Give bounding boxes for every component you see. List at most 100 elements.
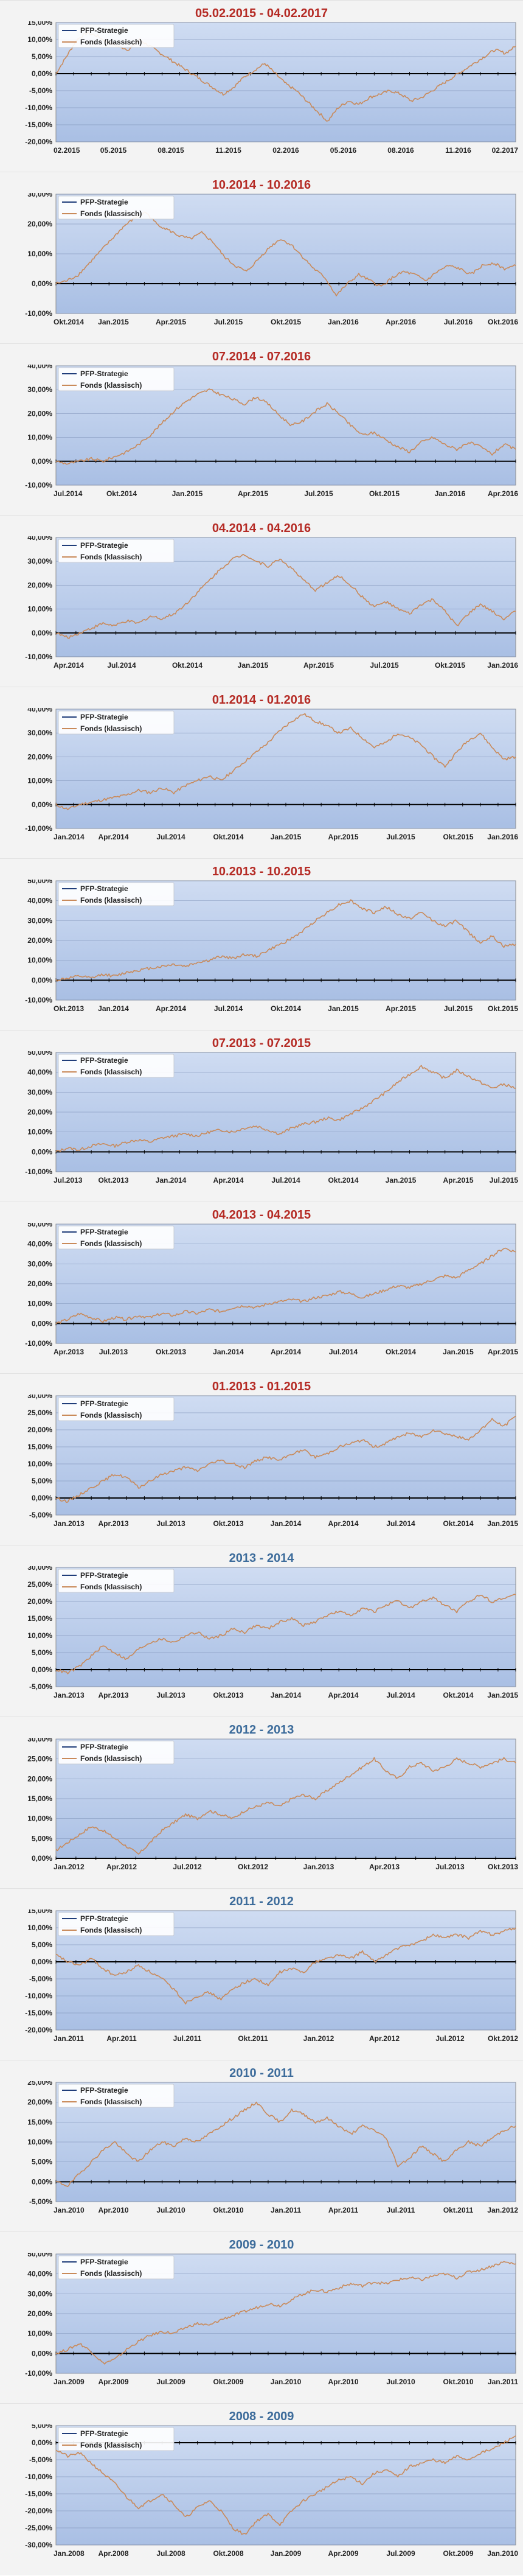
x-tick-label: Jan.2010 [271, 2378, 302, 2386]
y-tick-label: 10,00% [27, 605, 52, 614]
x-tick-label: Okt.2010 [443, 2378, 473, 2386]
chart-panel: 2009 - 2010 -10,00% 0,00% 10,00% 20,00% 30,00… [0, 2231, 523, 2404]
chart-panel: 2012 - 2013 0,00% 5,00% 10,00% 15,00% 20,00% 2… [0, 1717, 523, 1889]
y-tick-label: 50,00% [27, 2253, 52, 2258]
x-tick-label: Apr.2012 [106, 1863, 137, 1871]
x-tick-label: Jul.2013 [156, 1691, 185, 1699]
x-tick-label: Jul.2014 [54, 489, 83, 498]
x-tick-label: Jul.2015 [490, 1176, 519, 1185]
legend-label-fonds: Fonds (klassisch) [80, 1411, 142, 1419]
legend-box [58, 195, 175, 220]
chart-title: 10.2013 - 10.2015 [212, 865, 311, 878]
legend-box [58, 1225, 175, 1250]
series-line-fonds [55, 1757, 516, 1855]
legend-box [58, 1740, 175, 1765]
line-chart: -10,00% 0,00% 10,00% 20,00% 30,00% 40,00% 50,0… [25, 1051, 519, 1185]
y-tick-label: 50,00% [27, 1223, 52, 1228]
x-tick-label: Apr.2015 [238, 489, 268, 498]
y-tick-label: 10,00% [27, 1631, 52, 1640]
y-tick-label: 20,00% [27, 409, 52, 418]
y-tick-label: 40,00% [27, 2270, 52, 2278]
y-tick-label: 5,00% [32, 2424, 52, 2430]
y-tick-label: -25,00% [25, 2524, 52, 2532]
y-tick-label: 40,00% [27, 1068, 52, 1077]
y-tick-label: 20,00% [27, 1279, 52, 1288]
line-chart: -10,00% 0,00% 10,00% 20,00% 30,00% Okt.2014 Ja… [25, 193, 518, 326]
legend-box [58, 710, 175, 735]
x-tick-label: Jan.2016 [435, 489, 466, 498]
x-tick-label: Jan.2011 [54, 2034, 84, 2043]
legend-box [58, 367, 175, 391]
legend-label-pfp: PFP-Strategie [80, 369, 128, 378]
legend-box [58, 882, 175, 906]
x-tick-label: Jan.2014 [156, 1176, 187, 1185]
chart-title: 05.02.2015 - 04.02.2017 [195, 7, 328, 20]
x-tick-label: Jul.2011 [173, 2034, 202, 2043]
y-tick-label: 5,00% [32, 52, 52, 61]
chart-panel: 2013 - 2014 -5,00% 0,00% 5,00% 10,00% 15,00% 2… [0, 1545, 523, 1717]
x-tick-label: Jul.2014 [329, 1348, 358, 1356]
legend-label-fonds: Fonds (klassisch) [80, 209, 142, 218]
y-tick-label: 0,00% [32, 1319, 52, 1328]
legend-box [58, 1054, 175, 1078]
y-tick-label: 0,00% [32, 457, 52, 466]
line-chart: -10,00% 0,00% 10,00% 20,00% 30,00% 40,00% Apr.… [25, 536, 518, 670]
x-tick-label: Jan.2013 [54, 1691, 85, 1699]
series-line-fonds [55, 1415, 516, 1503]
y-tick-label: -20,00% [25, 2507, 52, 2515]
y-tick-label: 0,00% [32, 1147, 52, 1156]
y-tick-label: 25,00% [27, 1755, 52, 1763]
x-tick-label: Jan.2012 [487, 2206, 518, 2214]
legend: PFP-Strategie Fonds (klassisch) [58, 1569, 175, 1593]
chart-panel: 2008 - 2009 -30,00% -25,00% -20,00% -15,00% -… [0, 2403, 523, 2575]
legend-box [58, 24, 175, 48]
x-tick-label: 11.2015 [215, 146, 241, 155]
x-tick-label: Jan.2015 [271, 833, 302, 841]
legend-label-fonds: Fonds (klassisch) [80, 2098, 142, 2106]
y-tick-label: -15,00% [25, 121, 52, 129]
y-tick-label: 10,00% [27, 1460, 52, 1468]
x-tick-label: Jul.2013 [435, 1863, 465, 1871]
x-tick-label: Jul.2013 [99, 1348, 128, 1356]
x-tick-label: Apr.2010 [98, 2206, 128, 2214]
y-tick-label: -10,00% [25, 2369, 52, 2378]
line-chart: -10,00% 0,00% 10,00% 20,00% 30,00% 40,00% Jan.… [25, 708, 518, 841]
legend-label-pfp: PFP-Strategie [80, 1399, 128, 1408]
legend-box [58, 1397, 175, 1421]
legend-label-fonds: Fonds (klassisch) [80, 2441, 142, 2449]
x-tick-label: Okt.2015 [435, 661, 465, 670]
x-tick-label: Jan.2015 [238, 661, 269, 670]
y-tick-label: 5,00% [32, 1941, 52, 1949]
x-tick-label: Okt.2012 [238, 1863, 268, 1871]
y-tick-label: 15,00% [27, 1909, 52, 1915]
chart-title: 01.2013 - 01.2015 [212, 1380, 311, 1393]
legend-label-pfp: PFP-Strategie [80, 1056, 128, 1065]
chart-title: 2011 - 2012 [229, 1895, 294, 1908]
y-tick-label: 0,00% [32, 1494, 52, 1502]
legend-label-pfp: PFP-Strategie [80, 1228, 128, 1236]
y-tick-label: 10,00% [27, 956, 52, 965]
x-tick-label: Jan.2013 [303, 1863, 334, 1871]
legend: PFP-Strategie Fonds (klassisch) [58, 24, 175, 48]
x-tick-label: Jan.2015 [98, 318, 129, 326]
x-tick-label: Okt.2009 [443, 2549, 473, 2558]
x-tick-label: Jan.2015 [487, 1691, 518, 1699]
legend: PFP-Strategie Fonds (klassisch) [58, 2427, 175, 2451]
y-tick-label: -15,00% [25, 2490, 52, 2498]
legend: PFP-Strategie Fonds (klassisch) [58, 1740, 175, 1765]
y-tick-label: 5,00% [32, 1477, 52, 1485]
x-tick-label: Apr.2015 [488, 1348, 518, 1356]
x-tick-label: Jul.2014 [107, 661, 136, 670]
x-tick-label: Apr.2016 [488, 489, 518, 498]
y-tick-label: 30,00% [27, 916, 52, 925]
x-tick-label: Jul.2015 [444, 1004, 473, 1013]
chart-title: 2010 - 2011 [229, 2067, 294, 2080]
y-tick-label: -10,00% [25, 103, 52, 112]
legend-label-pfp: PFP-Strategie [80, 1914, 128, 1923]
y-tick-label: 5,00% [32, 2158, 52, 2166]
y-tick-label: 5,00% [32, 1648, 52, 1657]
line-chart: -5,00% 0,00% 5,00% 10,00% 15,00% 20,00% 25,00%… [27, 1395, 518, 1528]
x-tick-label: Jul.2014 [386, 1519, 415, 1528]
x-tick-label: Jan.2016 [328, 318, 359, 326]
y-tick-label: 40,00% [27, 708, 52, 713]
